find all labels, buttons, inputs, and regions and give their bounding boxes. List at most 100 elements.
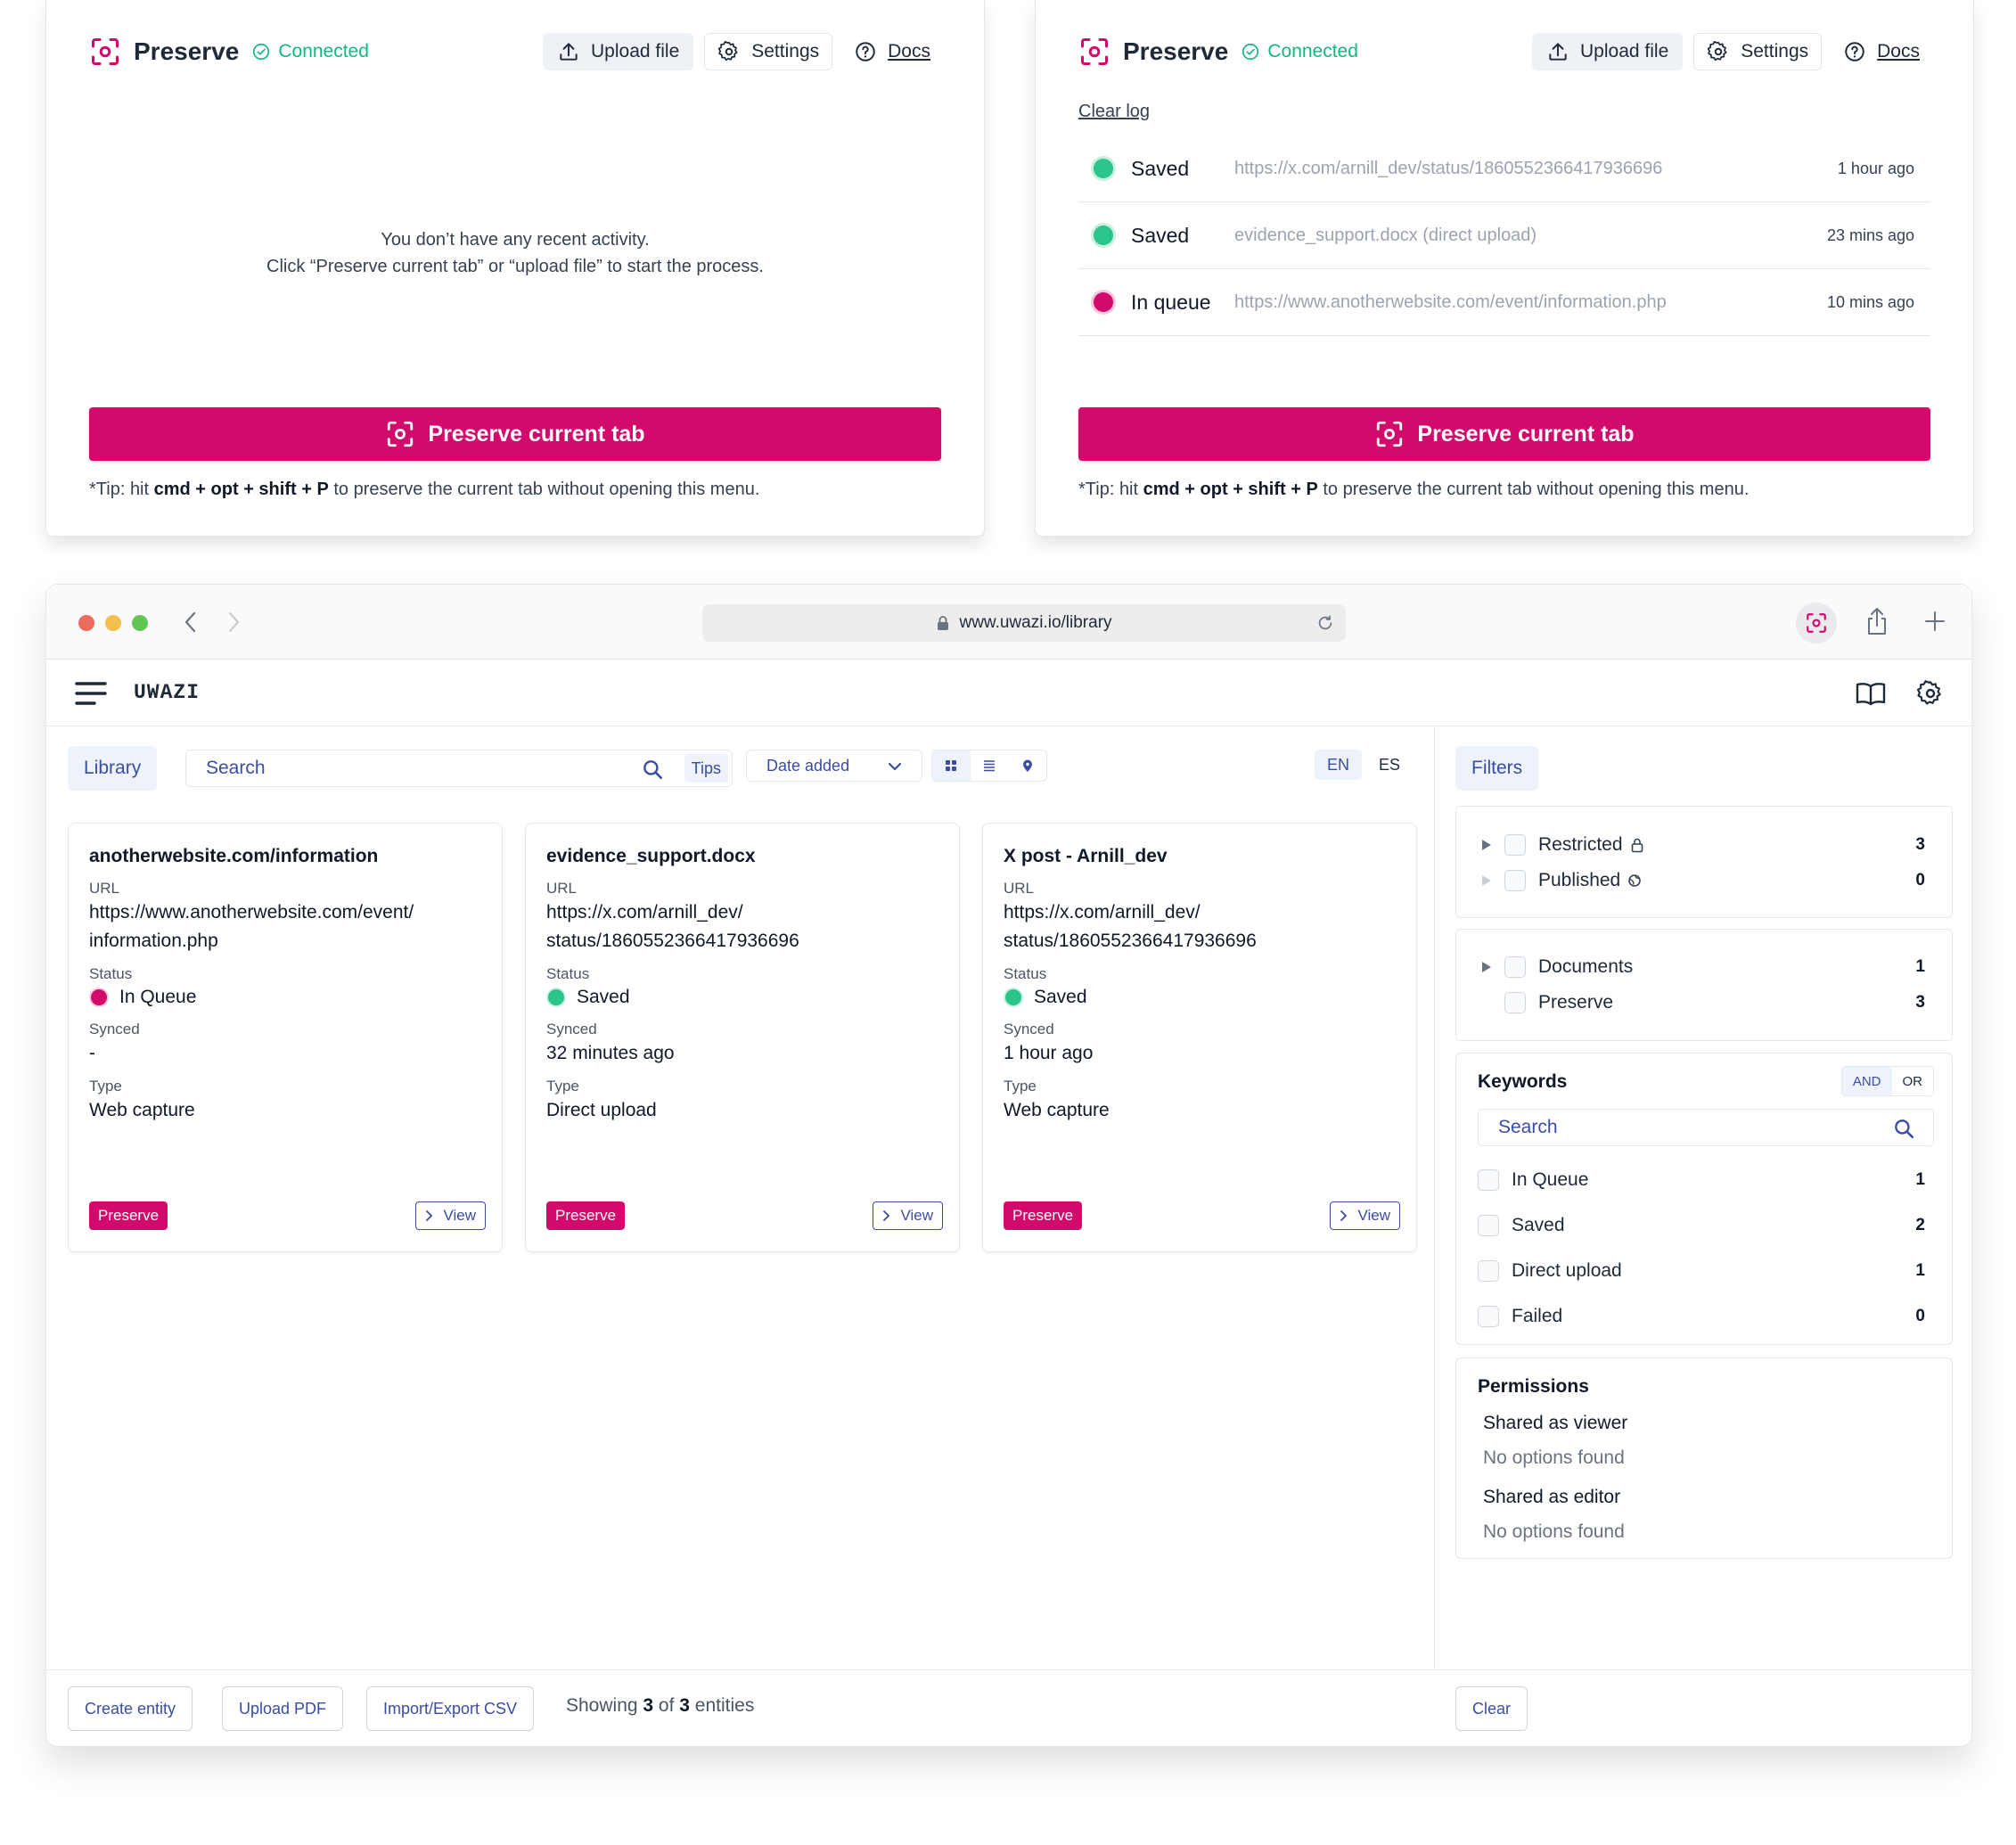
- map-view-button[interactable]: [1008, 750, 1046, 781]
- check-circle-icon: [1241, 42, 1260, 62]
- lock-icon: [1631, 838, 1643, 853]
- filter-option-published[interactable]: Published 0: [1456, 863, 1952, 898]
- card-title: evidence_support.docx: [546, 846, 756, 866]
- create-entity-button[interactable]: Create entity: [68, 1686, 193, 1731]
- keyword-option[interactable]: Failed 0: [1456, 1299, 1952, 1334]
- log-entry[interactable]: In queue https://www.anotherwebsite.com/…: [1078, 269, 1930, 336]
- preserve-popup-empty: Preserve Connected Upload file Settings …: [45, 0, 985, 537]
- url-value-line-2: status/1860552366417936696: [546, 931, 799, 951]
- library-search-input[interactable]: Search Tips: [185, 750, 733, 787]
- language-es-button[interactable]: ES: [1379, 755, 1401, 774]
- address-bar[interactable]: www.uwazi.io/library: [702, 604, 1346, 642]
- keyword-option-count: 0: [1915, 1307, 1925, 1325]
- filter-checkbox[interactable]: [1478, 1215, 1499, 1236]
- or-button[interactable]: OR: [1902, 1073, 1923, 1089]
- keyword-option[interactable]: Saved 2: [1456, 1208, 1952, 1243]
- upload-pdf-button[interactable]: Upload PDF: [222, 1686, 344, 1731]
- book-icon[interactable]: [1856, 681, 1886, 706]
- search-icon[interactable]: [641, 758, 664, 781]
- clear-filters-button[interactable]: Clear: [1455, 1686, 1528, 1731]
- keyword-option[interactable]: In Queue 1: [1456, 1162, 1952, 1198]
- browser-toolbar: www.uwazi.io/library: [46, 585, 1971, 660]
- new-tab-plus-icon[interactable]: [1923, 610, 1946, 633]
- keywords-title: Keywords: [1478, 1071, 1568, 1092]
- browser-window: www.uwazi.io/library UWAZI Library Searc…: [45, 584, 1972, 1747]
- entity-card[interactable]: anotherwebsite.com/information URL https…: [68, 823, 503, 1252]
- keyword-option[interactable]: Direct upload 1: [1456, 1253, 1952, 1289]
- docs-link[interactable]: Docs: [843, 33, 941, 70]
- filters-button[interactable]: Filters: [1455, 746, 1539, 791]
- preserve-current-tab-button[interactable]: Preserve current tab: [1078, 407, 1930, 461]
- list-view-button[interactable]: [971, 750, 1009, 781]
- expand-triangle-icon[interactable]: [1481, 839, 1492, 851]
- showing-prefix: Showing: [566, 1695, 643, 1716]
- gear-icon: [1707, 40, 1730, 63]
- preserve-extension-button[interactable]: [1796, 603, 1837, 644]
- synced-value: -: [89, 1043, 95, 1063]
- docs-link[interactable]: Docs: [1832, 33, 1930, 70]
- tip-shortcut: cmd + opt + shift + P: [153, 480, 329, 499]
- filter-checkbox[interactable]: [1504, 956, 1526, 978]
- tips-button[interactable]: Tips: [684, 754, 728, 783]
- forward-arrow-icon[interactable]: [223, 610, 244, 635]
- filter-checkbox[interactable]: [1478, 1169, 1499, 1191]
- filter-option-restricted[interactable]: Restricted 3: [1456, 827, 1952, 863]
- gear-icon[interactable]: [1916, 679, 1945, 708]
- chevron-right-icon: [426, 1210, 433, 1221]
- filter-checkbox[interactable]: [1504, 870, 1526, 891]
- preserve-current-tab-button[interactable]: Preserve current tab: [89, 407, 941, 461]
- log-entry[interactable]: Saved https://x.com/arnill_dev/status/18…: [1078, 135, 1930, 202]
- maximize-window-button[interactable]: [132, 615, 148, 631]
- permissions-title: Permissions: [1478, 1376, 1589, 1397]
- and-button[interactable]: AND: [1841, 1067, 1892, 1095]
- shared-as-editor-label: Shared as editor: [1483, 1487, 1621, 1507]
- entity-card[interactable]: evidence_support.docx URL https://x.com/…: [525, 823, 960, 1252]
- synced-value: 1 hour ago: [1004, 1043, 1094, 1063]
- log-entry[interactable]: Saved evidence_support.docx (direct uplo…: [1078, 202, 1930, 269]
- upload-icon: [1546, 40, 1569, 63]
- check-circle-icon: [251, 42, 271, 62]
- settings-button[interactable]: Settings: [704, 33, 833, 70]
- sort-dropdown[interactable]: Date added: [746, 750, 922, 782]
- filter-option-preserve[interactable]: Preserve 3: [1456, 985, 1952, 1021]
- view-button[interactable]: View: [1330, 1201, 1400, 1230]
- expand-triangle-icon[interactable]: [1481, 874, 1492, 887]
- activity-log: Saved https://x.com/arnill_dev/status/18…: [1078, 135, 1930, 336]
- filter-checkbox[interactable]: [1478, 1306, 1499, 1327]
- keywords-filter-group: Keywords AND OR Search In Queue 1 Saved …: [1455, 1053, 1953, 1345]
- keywords-search-input[interactable]: Search: [1478, 1109, 1934, 1146]
- library-button[interactable]: Library: [68, 746, 158, 791]
- synced-label: Synced: [546, 1021, 597, 1037]
- search-icon[interactable]: [1892, 1117, 1915, 1140]
- filter-checkbox[interactable]: [1478, 1260, 1499, 1282]
- preserve-logo-icon: [89, 36, 121, 68]
- minimize-window-button[interactable]: [105, 615, 121, 631]
- keyword-option-label: Failed: [1512, 1306, 1563, 1326]
- clear-log-link[interactable]: Clear log: [1078, 102, 1151, 121]
- url-value-line-2: status/1860552366417936696: [1004, 931, 1257, 951]
- filter-checkbox[interactable]: [1504, 992, 1526, 1013]
- upload-file-button[interactable]: Upload file: [1532, 33, 1684, 70]
- upload-file-button[interactable]: Upload file: [543, 33, 694, 70]
- close-window-button[interactable]: [78, 615, 94, 631]
- template-filter-group: Documents 1 Preserve 3: [1455, 929, 1953, 1041]
- entity-card[interactable]: X post - Arnill_dev URL https://x.com/ar…: [982, 823, 1417, 1252]
- hamburger-menu-icon[interactable]: [75, 680, 107, 707]
- log-entry-time: 10 mins ago: [1826, 292, 1914, 311]
- preserve-current-tab-label: Preserve current tab: [428, 421, 645, 447]
- expand-triangle-icon[interactable]: [1481, 961, 1492, 973]
- view-button[interactable]: View: [415, 1201, 486, 1230]
- synced-value: 32 minutes ago: [546, 1043, 675, 1063]
- url-label: URL: [89, 880, 120, 897]
- gear-icon: [717, 40, 741, 63]
- import-export-csv-button[interactable]: Import/Export CSV: [366, 1686, 535, 1731]
- reload-icon[interactable]: [1315, 613, 1335, 633]
- view-button[interactable]: View: [873, 1201, 943, 1230]
- language-en-button[interactable]: EN: [1315, 750, 1363, 780]
- back-arrow-icon[interactable]: [180, 610, 201, 635]
- settings-button[interactable]: Settings: [1693, 33, 1823, 70]
- filter-option-documents[interactable]: Documents 1: [1456, 949, 1952, 985]
- grid-view-button[interactable]: [932, 750, 971, 781]
- share-icon[interactable]: [1864, 606, 1889, 636]
- filter-checkbox[interactable]: [1504, 834, 1526, 856]
